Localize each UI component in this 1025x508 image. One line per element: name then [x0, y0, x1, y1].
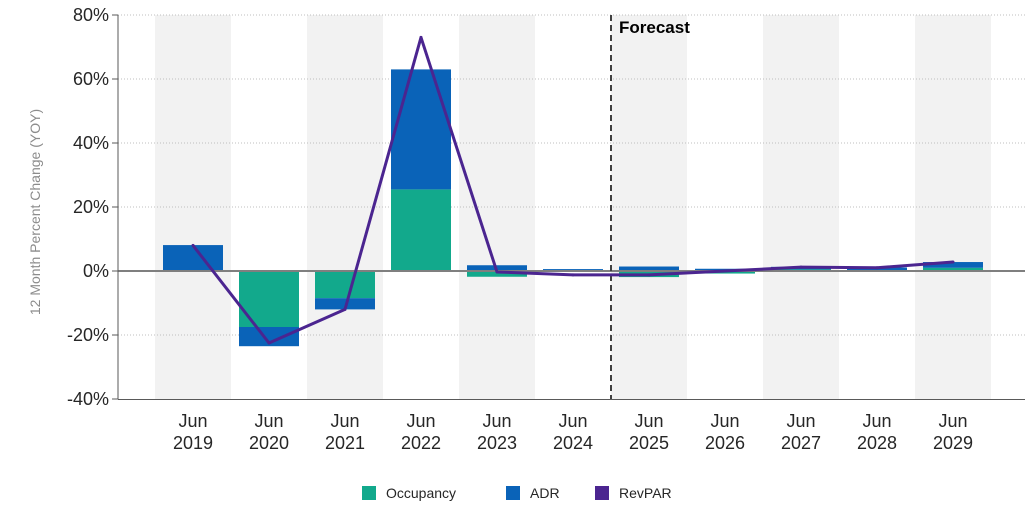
- point-revpar-7: [723, 269, 727, 273]
- y-tick-label: 0%: [83, 261, 109, 281]
- legend: Occupancy ADR RevPAR: [362, 485, 672, 501]
- gridlines: [118, 14, 1025, 336]
- x-tick-label: Jun 2019: [173, 411, 213, 453]
- x-tick-label: Jun 2020: [249, 411, 289, 453]
- x-tick-label: Jun 2025: [629, 411, 669, 453]
- bar-adr-1: [239, 327, 299, 347]
- bar-adr-2: [315, 298, 375, 310]
- legend-swatch-adr: [506, 486, 520, 500]
- legend-swatch-revpar: [595, 486, 609, 500]
- x-tick-label: Jun 2029: [933, 411, 973, 453]
- point-revpar-0: [191, 243, 195, 247]
- legend-label-adr: ADR: [530, 485, 560, 501]
- bar-occupancy-10: [923, 267, 983, 271]
- point-revpar-6: [647, 273, 651, 277]
- axes: [112, 14, 1025, 400]
- point-revpar-10: [951, 260, 955, 264]
- bar-adr-10: [923, 262, 983, 268]
- band-2: [307, 15, 383, 399]
- x-tick-label: Jun 2026: [705, 411, 745, 453]
- point-revpar-8: [799, 265, 803, 269]
- point-revpar-9: [875, 266, 879, 270]
- y-axis-title: 12 Month Percent Change (YOY): [27, 109, 43, 315]
- y-tick-label: -20%: [67, 325, 109, 345]
- bar-occupancy-3: [391, 189, 451, 271]
- forecast-divider: Forecast: [610, 15, 690, 399]
- bars-group: [163, 69, 983, 347]
- tick-labels: -40% -20% 0% 20% 40% 60% 80% Jun 2019 Jun 2020 Jun 2…: [27, 5, 973, 453]
- revpar-line-group: [191, 35, 955, 345]
- y-tick-label: 60%: [73, 69, 109, 89]
- bar-adr-5: [543, 269, 603, 271]
- x-tick-label: Jun 2022: [401, 411, 441, 453]
- x-tick-label: Jun 2027: [781, 411, 821, 453]
- point-revpar-4: [495, 270, 499, 274]
- y-tick-label: 20%: [73, 197, 109, 217]
- x-tick-label: Jun 2023: [477, 411, 517, 453]
- bar-adr-3: [391, 69, 451, 190]
- point-revpar-1: [267, 341, 271, 345]
- bar-occupancy-1: [239, 271, 299, 327]
- bar-occupancy-4: [467, 271, 527, 277]
- bar-adr-6: [619, 266, 679, 271]
- x-tick-label: Jun 2021: [325, 411, 365, 453]
- point-revpar-5: [571, 273, 575, 277]
- point-revpar-2: [343, 307, 347, 311]
- legend-label-occupancy: Occupancy: [386, 485, 456, 501]
- bar-adr-0: [163, 245, 223, 271]
- y-tick-label: -40%: [67, 389, 109, 409]
- legend-swatch-occupancy: [362, 486, 376, 500]
- x-tick-label: Jun 2024: [553, 411, 593, 453]
- legend-label-revpar: RevPAR: [619, 485, 672, 501]
- y-tick-label: 80%: [73, 5, 109, 25]
- x-tick-label: Jun 2028: [857, 411, 897, 453]
- band-8: [763, 15, 839, 399]
- y-tick-label: 40%: [73, 133, 109, 153]
- point-revpar-3: [419, 35, 423, 39]
- forecast-label: Forecast: [619, 18, 690, 37]
- bar-occupancy-2: [315, 271, 375, 299]
